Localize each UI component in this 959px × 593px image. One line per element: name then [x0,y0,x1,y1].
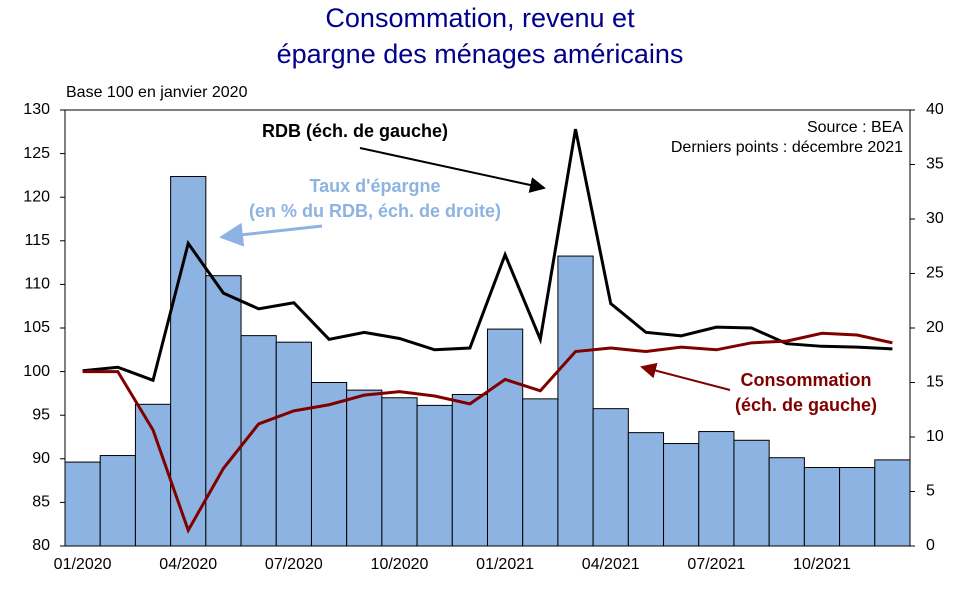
annotation: Taux d'épargne [310,176,441,196]
x-tick-label: 01/2021 [476,556,534,573]
chart-title: Consommation, revenu et [325,3,635,33]
line [82,128,893,383]
y2-tick-label: 15 [926,374,944,391]
bar [134,403,172,547]
line [82,331,893,534]
bar [522,398,559,547]
bar [698,431,735,547]
bar [803,467,841,547]
y-tick-label: 120 [23,188,50,205]
bar [487,328,524,547]
bar [768,457,805,547]
y2-tick-label: 35 [926,156,944,173]
y2-tick-label: 25 [926,265,944,282]
bar [627,432,665,547]
bar [346,389,383,547]
bar [275,341,312,547]
annotation: (éch. de gauche) [735,395,877,415]
x-tick-label: 10/2020 [371,556,429,573]
bar [592,408,629,547]
y2-tick-label: 40 [926,101,944,118]
arrow [219,222,323,247]
x-tick-label: 10/2021 [793,556,851,573]
subtitle: Base 100 en janvier 2020 [66,84,248,101]
x-tick-label: 04/2020 [159,556,217,573]
bar [663,443,700,547]
y-tick-label: 100 [23,363,50,380]
y2-tick-label: 20 [926,319,944,336]
x-tick-label: 07/2021 [687,556,745,573]
chart-title: épargne des ménages américains [277,39,684,69]
bar [64,461,101,547]
y-tick-label: 80 [32,537,50,554]
annotation: Consommation [740,370,871,390]
arrow [359,147,546,193]
bar [205,275,242,547]
bar [416,404,453,547]
bar [733,439,770,547]
arrow [640,362,731,391]
y-tick-label: 115 [24,232,50,249]
annotation: RDB (éch. de gauche) [262,121,448,141]
bar [874,459,911,547]
y-tick-label: 95 [32,406,50,423]
y-tick-label: 90 [32,450,50,467]
annotation: (en % du RDB, éch. de droite) [249,201,501,221]
y-tick-label: 130 [23,101,50,118]
y-tick-label: 105 [23,319,50,336]
x-tick-label: 07/2020 [265,556,323,573]
x-tick-label: 01/2020 [54,556,112,573]
source: Source : BEA [807,119,903,136]
y2-tick-label: 30 [926,210,944,227]
plot-frame [64,109,911,547]
bar [99,455,136,547]
y2-tick-label: 0 [926,537,935,554]
y2-tick-label: 10 [926,428,944,445]
y-tick-label: 125 [23,145,50,162]
y2-tick-label: 5 [926,483,935,500]
bar [381,397,418,547]
bar [170,175,207,547]
bar [557,255,594,547]
bar [839,467,876,547]
y-tick-label: 110 [24,276,50,293]
source: Derniers points : décembre 2021 [671,139,903,156]
bar [451,393,488,547]
y-tick-label: 85 [32,494,50,511]
x-tick-label: 04/2021 [582,556,640,573]
